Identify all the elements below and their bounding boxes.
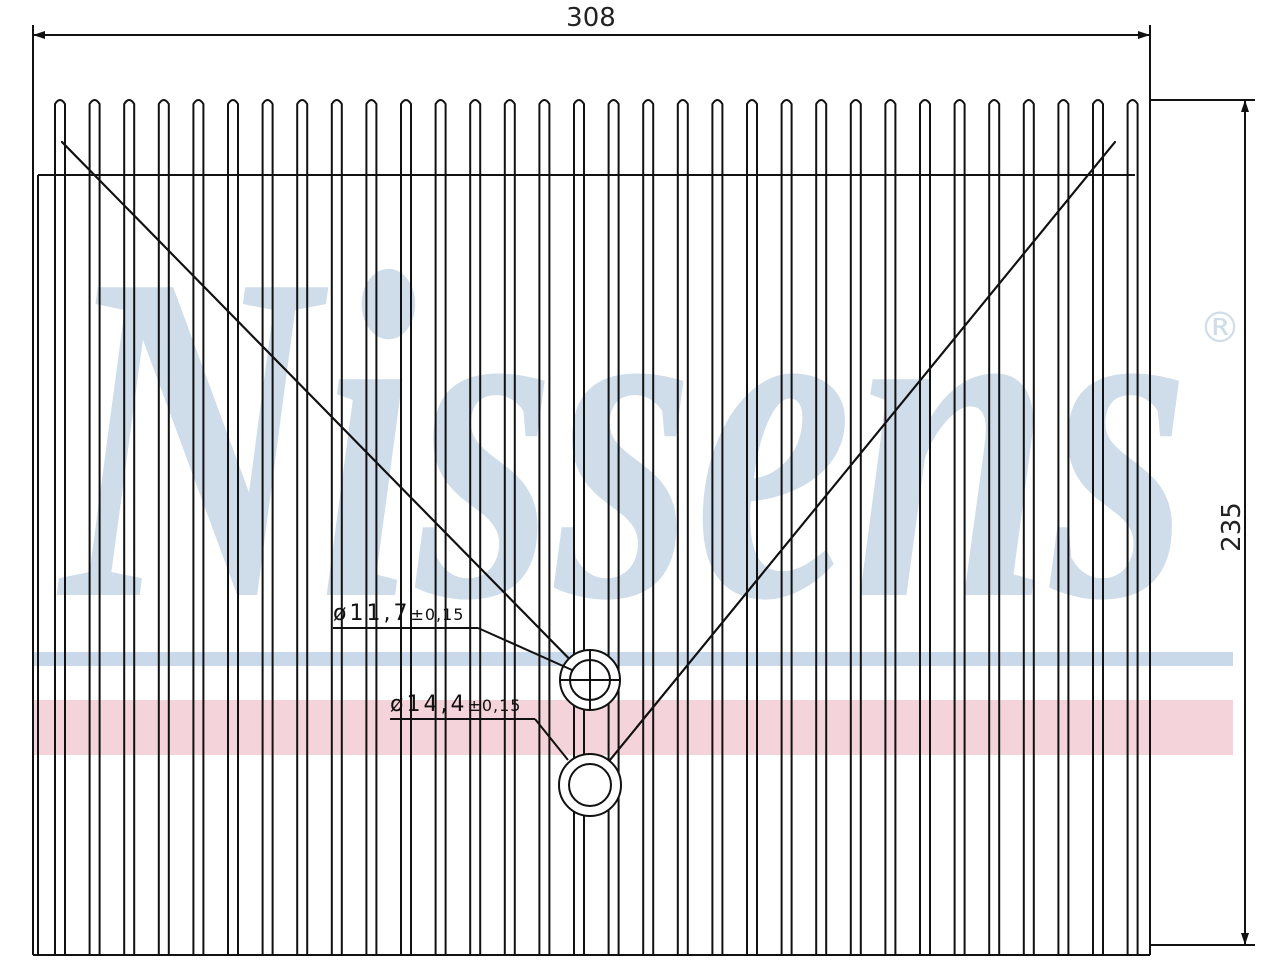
leader: [534, 718, 569, 761]
watermark: Nissens ®: [33, 176, 1241, 755]
fin: [400, 99, 412, 955]
height-label: 235: [1217, 502, 1247, 552]
leader: [477, 627, 573, 671]
watermark-mark: ®: [1199, 303, 1241, 352]
port-label: ø14,4±0,15: [390, 692, 521, 717]
fin: [538, 99, 551, 955]
fin: [573, 99, 585, 955]
fin: [815, 99, 828, 955]
port-tolerance: ±0,15: [410, 605, 464, 624]
fin: [330, 99, 343, 955]
fin: [849, 99, 862, 955]
fin: [642, 99, 655, 955]
fin: [503, 99, 516, 955]
fin: [1092, 99, 1104, 955]
fin: [261, 99, 274, 955]
fin: [469, 99, 482, 955]
fin: [365, 99, 378, 955]
fin: [1057, 99, 1070, 955]
watermark-stripe-blue: [33, 652, 1233, 666]
fin: [88, 99, 101, 955]
fin: [434, 99, 447, 955]
fin: [711, 99, 724, 955]
fin: [157, 99, 170, 955]
fin: [780, 99, 793, 955]
fin: [54, 99, 66, 955]
callout: ø14,4±0,15: [390, 692, 569, 761]
pipes: [61, 141, 1116, 817]
fin: [1022, 99, 1035, 955]
port-inner: [568, 763, 612, 807]
fin: [227, 99, 239, 955]
fin: [953, 99, 966, 955]
pipe: [61, 141, 591, 681]
dimension-height: 235: [1150, 99, 1255, 946]
callout: ø11,7±0,15: [333, 601, 573, 671]
watermark-brand: Nissens: [54, 176, 1190, 697]
width-label: 308: [566, 3, 616, 33]
dimension-width: 308: [32, 3, 1151, 175]
pipe: [591, 141, 1116, 783]
port-diameter: ø14,4: [390, 692, 467, 717]
port-tolerance: ±0,15: [467, 696, 521, 715]
fin: [676, 99, 689, 955]
fin: [746, 99, 758, 955]
port-label: ø11,7±0,15: [333, 601, 464, 626]
fin: [884, 99, 897, 955]
fin: [1126, 99, 1139, 955]
fin: [607, 99, 620, 955]
watermark-stripe-red: [33, 700, 1233, 755]
fin: [988, 99, 1001, 955]
fin: [123, 99, 136, 955]
core-outline: [32, 100, 1151, 956]
fin: [919, 99, 931, 955]
port-diameter: ø11,7: [333, 601, 410, 626]
fins: [54, 99, 1139, 955]
fin: [192, 99, 205, 955]
fin: [296, 99, 309, 955]
